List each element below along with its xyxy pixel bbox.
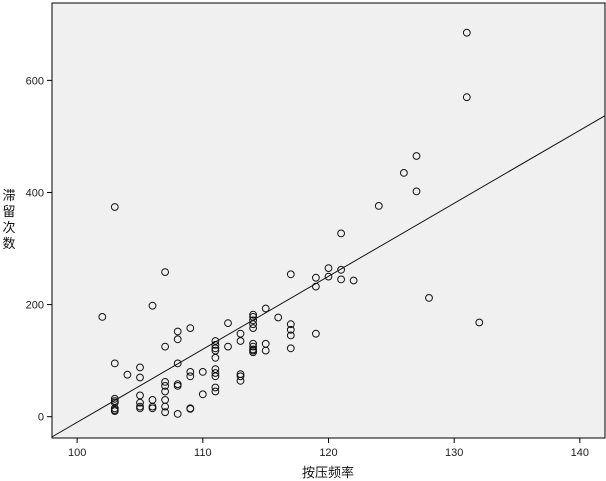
data-point (136, 391, 144, 400)
data-point (249, 316, 258, 325)
data-point (261, 304, 270, 313)
data-point (186, 324, 195, 333)
data-point (123, 370, 132, 379)
data-point (400, 169, 408, 177)
data-point (136, 363, 144, 372)
y-tick-label: 600 (26, 75, 44, 87)
data-point (249, 313, 258, 321)
data-point (224, 342, 232, 351)
data-point (161, 342, 170, 351)
data-point (161, 408, 170, 417)
data-point (186, 405, 195, 413)
data-point (110, 359, 119, 368)
data-point (161, 387, 170, 396)
data-point (110, 394, 119, 403)
data-point (136, 404, 144, 413)
y-tick-label: 400 (26, 187, 44, 199)
data-point (161, 382, 170, 390)
x-axis-title: 按压频率 (302, 465, 354, 481)
data-point (249, 342, 258, 351)
y-tick-label: 200 (26, 300, 44, 312)
data-point (324, 272, 333, 281)
data-point (249, 310, 258, 319)
x-tick-label: 120 (319, 447, 337, 459)
data-point (286, 325, 295, 334)
data-point (425, 294, 433, 302)
data-point (412, 152, 421, 160)
data-point (286, 270, 295, 279)
y-axis-title: 滞留次数 (2, 189, 15, 252)
data-point (286, 344, 295, 353)
data-point (161, 268, 170, 277)
data-point (198, 390, 207, 399)
data-point (211, 387, 220, 396)
data-point (337, 265, 346, 274)
x-tick-label: 110 (194, 447, 212, 459)
data-point (286, 331, 295, 340)
data-point (211, 344, 220, 353)
data-point (211, 341, 220, 349)
data-point (312, 329, 320, 338)
data-point (98, 313, 107, 321)
data-point (462, 28, 471, 37)
data-point (161, 402, 170, 411)
data-point (349, 276, 358, 285)
data-point (136, 373, 144, 382)
data-point (211, 353, 220, 362)
data-point (211, 369, 220, 377)
data-point (211, 383, 220, 392)
data-point (224, 319, 232, 328)
x-tick-label: 100 (68, 447, 86, 459)
fit-line (51, 115, 606, 438)
data-point (236, 376, 245, 385)
data-point (173, 359, 182, 368)
data-point (173, 335, 182, 344)
data-point (110, 407, 119, 416)
data-point (261, 346, 270, 355)
data-point (337, 275, 346, 284)
data-point (312, 282, 320, 291)
data-point (324, 264, 333, 273)
data-point (161, 378, 170, 386)
data-point (249, 320, 258, 329)
data-point (286, 320, 295, 329)
data-point (462, 93, 471, 102)
data-point (110, 203, 119, 211)
x-tick-label: 130 (445, 447, 463, 459)
data-point (312, 273, 320, 282)
data-point (274, 313, 283, 322)
data-point (249, 324, 258, 333)
data-point (148, 404, 157, 413)
x-tick-label: 140 (571, 447, 589, 459)
data-point (173, 327, 182, 336)
data-point (136, 398, 144, 407)
data-point (236, 372, 245, 381)
data-point (236, 337, 245, 345)
data-point (148, 301, 157, 310)
data-point (186, 372, 195, 381)
data-point (412, 187, 421, 196)
data-point (173, 410, 182, 418)
data-point (337, 229, 346, 238)
data-point (374, 202, 383, 210)
data-point (475, 318, 484, 327)
data-point (198, 368, 207, 376)
plot-area (51, 2, 606, 439)
data-point (173, 382, 182, 390)
data-point (249, 348, 258, 357)
data-point (211, 372, 220, 381)
data-point (186, 368, 195, 376)
y-tick-label: 0 (38, 412, 44, 424)
